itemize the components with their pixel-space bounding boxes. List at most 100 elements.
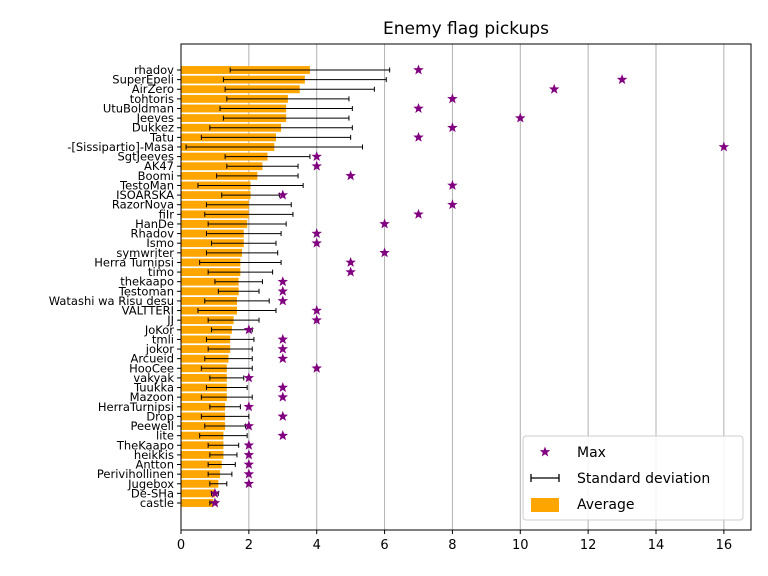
y-tick-label: Dukkez [132, 121, 174, 135]
max-marker [243, 324, 255, 335]
y-tick-label: tohtoris [130, 92, 174, 106]
legend-marker [531, 498, 559, 512]
max-marker [413, 102, 424, 113]
bar [181, 489, 215, 498]
max-markers [209, 64, 730, 508]
bar [181, 402, 226, 411]
y-tick-label: Ismo [146, 236, 174, 250]
max-marker [209, 487, 221, 498]
x-tick-label: 2 [245, 538, 253, 553]
max-marker [243, 420, 255, 431]
max-marker [311, 305, 322, 316]
max-marker [243, 401, 255, 412]
max-marker [311, 160, 322, 171]
y-tick-label: De-SHa [131, 486, 174, 500]
y-tick-label: AK47 [144, 159, 174, 173]
legend-box [522, 435, 744, 521]
y-tick-label: Peewell [130, 419, 174, 433]
max-marker [379, 247, 390, 258]
y-tick-label: Arcueid [130, 352, 174, 366]
max-marker [243, 449, 255, 460]
max-marker [277, 295, 289, 306]
x-tick-label: 6 [380, 538, 388, 553]
y-tick-label: HerraTurnipsi [98, 400, 174, 414]
max-marker [277, 333, 289, 344]
y-tick-label: tmli [152, 332, 174, 346]
bar [181, 325, 232, 334]
y-tick-label: thekaapo [120, 275, 174, 289]
x-tick-label: 10 [512, 538, 529, 553]
max-marker [345, 256, 356, 267]
max-marker [413, 131, 424, 142]
y-tick-label: -[Sissipartio]-Masa [67, 140, 174, 154]
y-tick-label: Herra Turnipsi [94, 255, 174, 269]
max-marker [243, 372, 255, 383]
bar [181, 162, 263, 171]
y-tick-label: VALTTERI [122, 304, 174, 318]
y-tick-label: Testoman [118, 284, 174, 298]
max-marker [243, 468, 255, 479]
bar [181, 316, 234, 325]
max-marker [345, 266, 356, 277]
max-marker [311, 237, 322, 248]
x-axis-ticks: 0 2 4 6 8 10 12 14 16 [177, 530, 732, 553]
max-marker [311, 228, 322, 239]
legend-label: Standard deviation [577, 471, 710, 487]
std-error-bars [185, 67, 391, 506]
max-marker [277, 430, 289, 441]
max-marker [447, 179, 458, 190]
bar [181, 441, 224, 450]
y-tick-label: HooCee [129, 361, 174, 375]
bar [181, 460, 222, 469]
y-tick-label: fiIr [159, 207, 175, 221]
max-marker [277, 353, 289, 364]
y-tick-label: castle [140, 496, 174, 510]
bar [181, 373, 227, 382]
max-marker [447, 93, 458, 104]
max-marker [311, 314, 322, 325]
max-marker [447, 122, 458, 133]
y-tick-label: SgtJeeves [117, 150, 174, 164]
max-marker [243, 459, 255, 469]
bar [181, 277, 239, 286]
y-tick-label: Antton [136, 458, 175, 472]
max-marker [277, 285, 289, 296]
bar [181, 422, 226, 430]
y-tick-label: AirZero [132, 82, 174, 96]
x-tick-label: 12 [580, 538, 597, 553]
max-marker [379, 218, 390, 229]
max-marker [548, 83, 560, 94]
max-marker [345, 170, 356, 181]
max-marker [277, 276, 289, 287]
y-axis-ticks: rhadovSuperEpeliAirZerotohtorisUtuBoldma… [49, 63, 181, 510]
bar [181, 191, 251, 200]
x-tick-label: 4 [313, 538, 321, 553]
max-marker [277, 410, 289, 421]
bar [181, 479, 219, 488]
bar [181, 450, 224, 459]
legend: Max Standard deviation Average [522, 435, 744, 521]
y-tick-label: Jeeves [136, 111, 174, 125]
y-tick-label: vakyak [133, 371, 174, 385]
bar [181, 470, 221, 479]
y-tick-label: rhadov [134, 63, 174, 77]
max-marker [447, 199, 458, 210]
max-marker [515, 112, 526, 123]
y-tick-label: Jugebox [127, 477, 174, 491]
bar [181, 345, 231, 353]
x-tick-label: 14 [648, 538, 665, 553]
y-tick-label: JoKor [144, 323, 174, 337]
y-tick-label: TheKaapo [116, 438, 174, 452]
max-marker [243, 439, 255, 450]
y-tick-label: Tatu [149, 130, 174, 144]
max-marker [413, 208, 424, 219]
max-marker [413, 64, 424, 75]
legend-label: Max [577, 445, 606, 461]
y-tick-label: timo [148, 265, 174, 279]
y-tick-label: symwriter [116, 246, 174, 260]
max-marker [277, 343, 289, 354]
y-tick-label: SuperEpeli [112, 73, 174, 87]
y-tick-label: HanDe [135, 217, 174, 231]
bar [181, 287, 239, 296]
